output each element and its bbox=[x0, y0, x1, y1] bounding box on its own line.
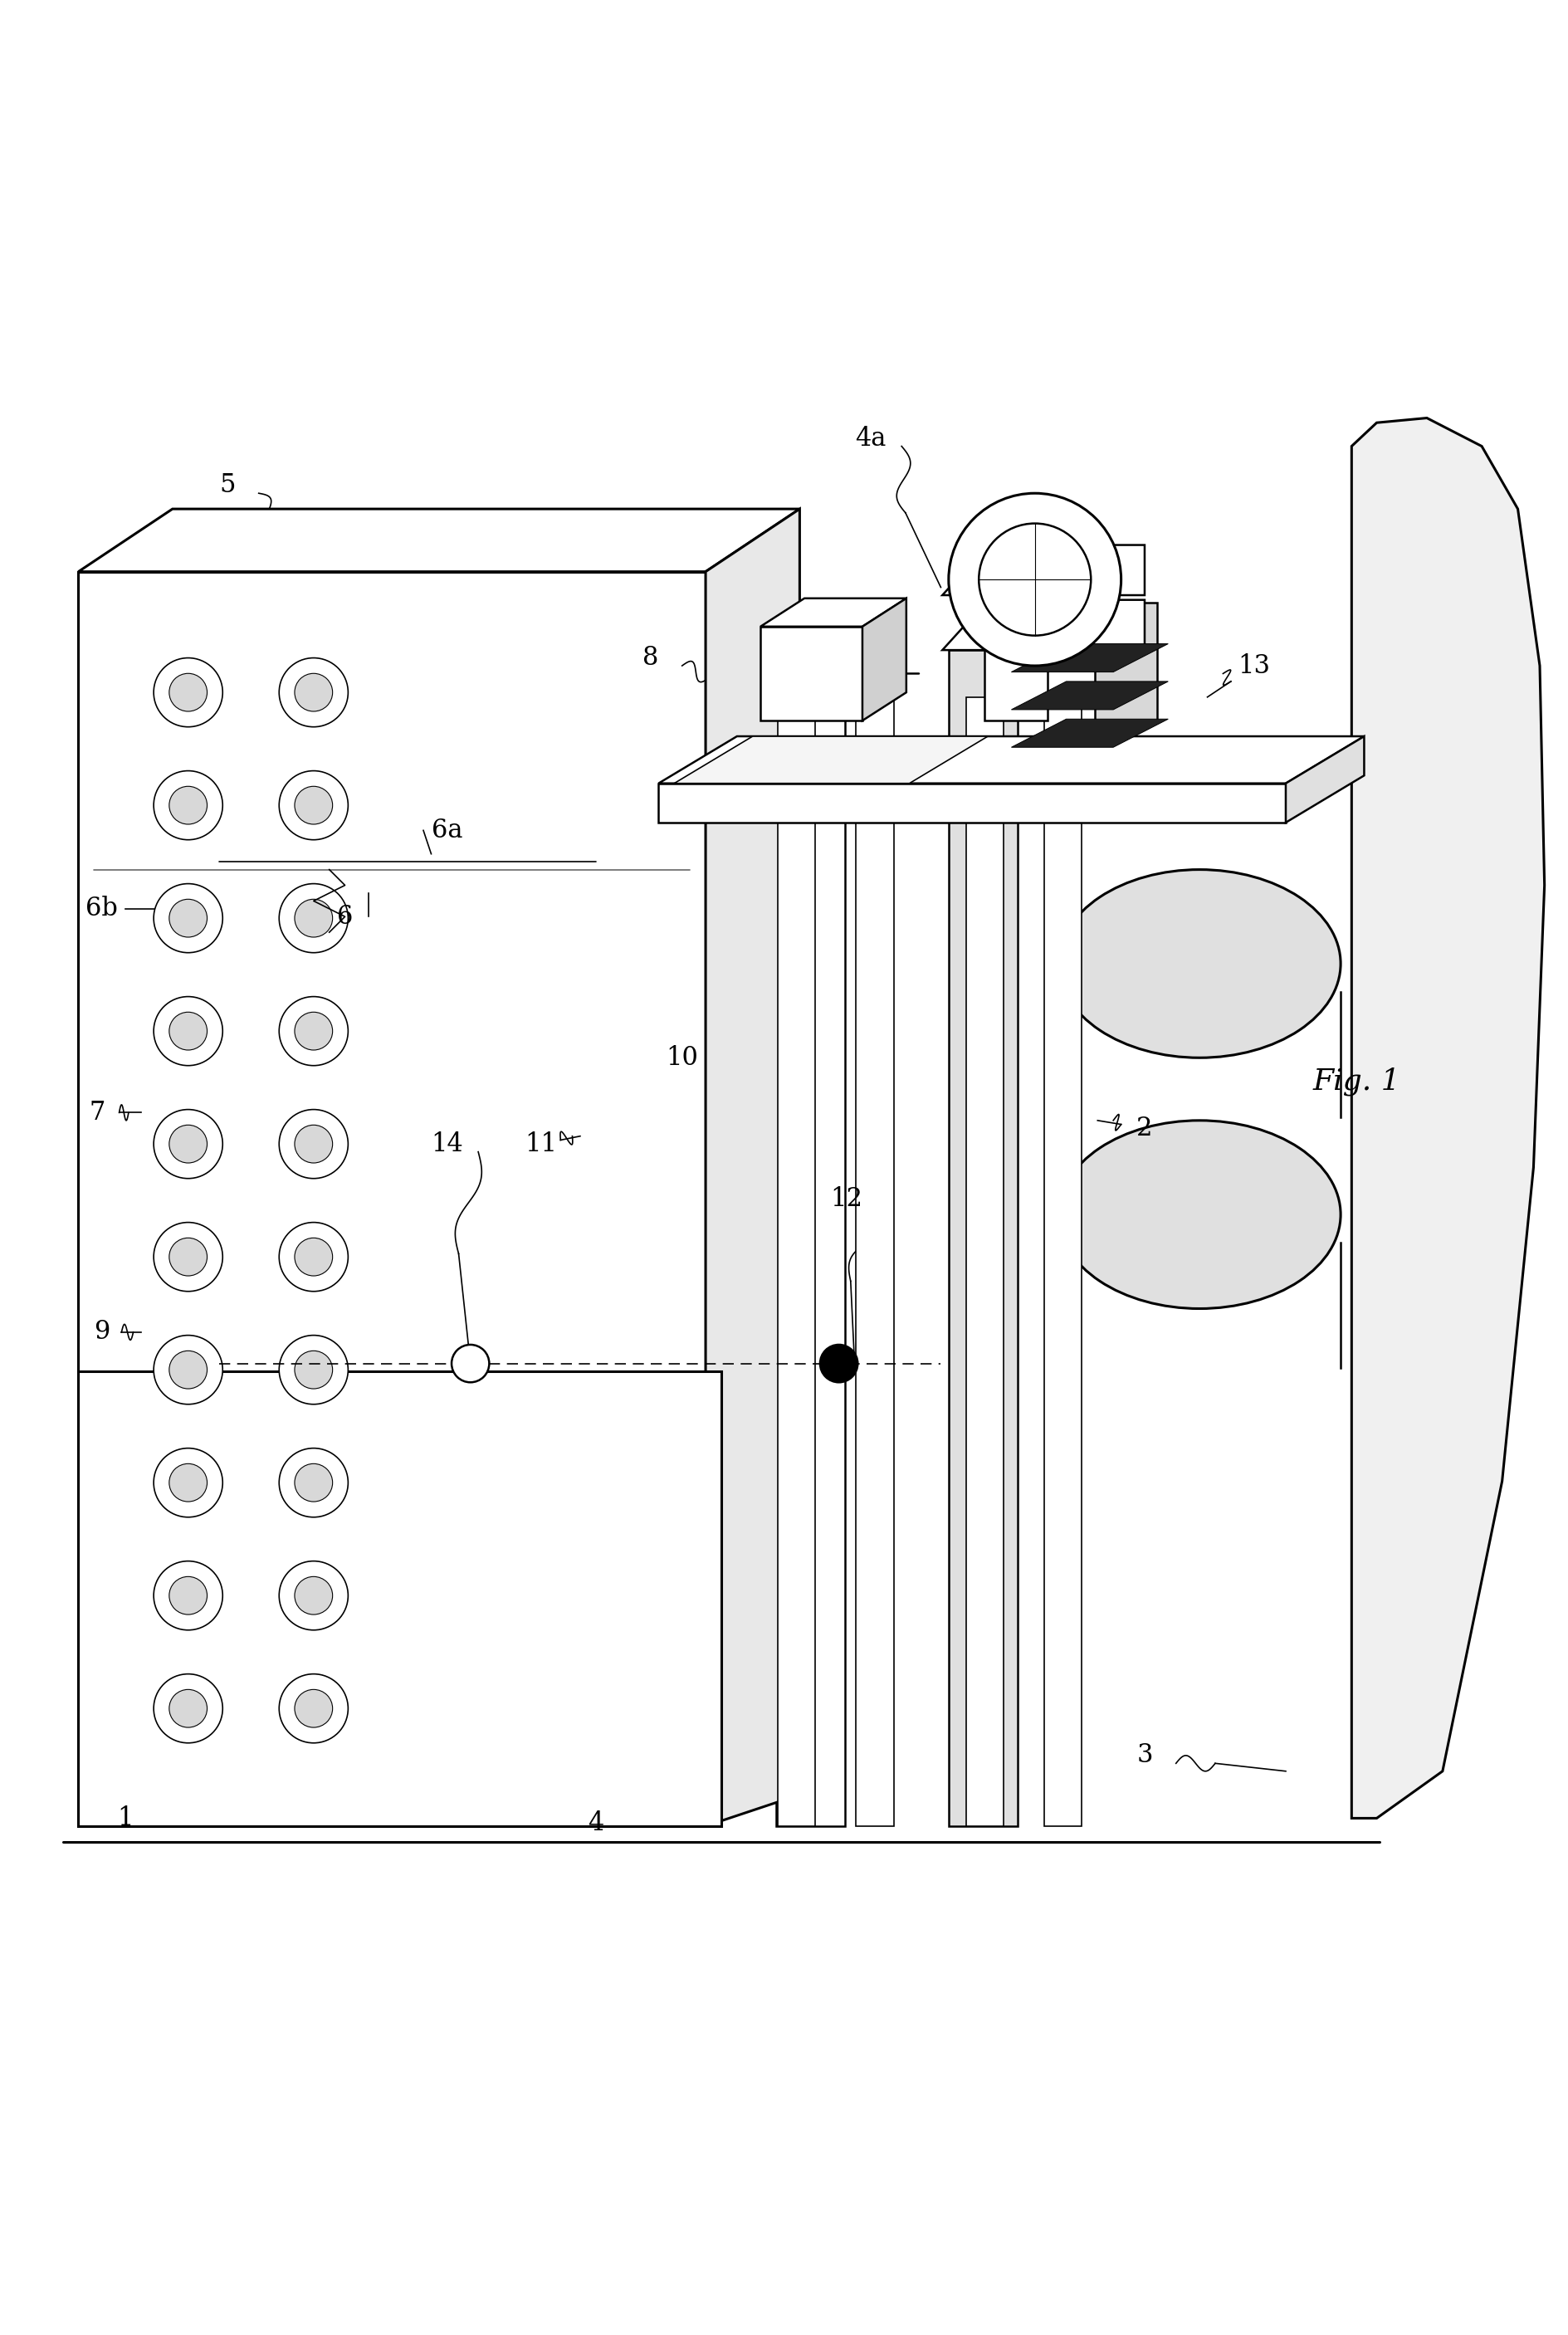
Circle shape bbox=[154, 1448, 223, 1518]
Bar bbox=[78, 572, 706, 1826]
Bar bbox=[760, 626, 862, 722]
Polygon shape bbox=[862, 598, 906, 722]
Circle shape bbox=[295, 1238, 332, 1275]
Text: Fig. 1: Fig. 1 bbox=[1312, 1067, 1400, 1095]
Text: 6b: 6b bbox=[86, 897, 118, 922]
Circle shape bbox=[154, 883, 223, 953]
Bar bbox=[778, 698, 815, 1826]
Text: 8: 8 bbox=[643, 644, 659, 670]
Text: 6: 6 bbox=[337, 904, 353, 929]
Bar bbox=[1044, 698, 1082, 1826]
Circle shape bbox=[154, 771, 223, 841]
Circle shape bbox=[169, 1125, 207, 1163]
Circle shape bbox=[279, 883, 348, 953]
Circle shape bbox=[949, 493, 1121, 665]
Circle shape bbox=[169, 787, 207, 824]
Text: 5: 5 bbox=[220, 472, 235, 497]
Text: 11: 11 bbox=[525, 1130, 557, 1156]
Bar bbox=[659, 782, 1286, 822]
Circle shape bbox=[279, 1109, 348, 1179]
Circle shape bbox=[169, 672, 207, 712]
Polygon shape bbox=[760, 598, 906, 626]
Text: 10: 10 bbox=[666, 1044, 698, 1072]
Circle shape bbox=[154, 658, 223, 726]
Polygon shape bbox=[1286, 736, 1364, 822]
Polygon shape bbox=[78, 509, 800, 572]
Circle shape bbox=[279, 1224, 348, 1291]
Circle shape bbox=[169, 899, 207, 936]
Ellipse shape bbox=[1058, 869, 1341, 1058]
Circle shape bbox=[154, 1336, 223, 1403]
Circle shape bbox=[295, 1352, 332, 1389]
Text: 4: 4 bbox=[588, 1810, 604, 1835]
Circle shape bbox=[279, 658, 348, 726]
Circle shape bbox=[279, 1562, 348, 1630]
Polygon shape bbox=[659, 736, 1364, 782]
Circle shape bbox=[169, 1238, 207, 1275]
Text: 14: 14 bbox=[431, 1130, 463, 1156]
Circle shape bbox=[820, 1345, 858, 1382]
Text: 4a: 4a bbox=[855, 425, 886, 451]
Bar bbox=[776, 649, 845, 1826]
Circle shape bbox=[295, 787, 332, 824]
Bar bbox=[985, 602, 1047, 722]
Circle shape bbox=[295, 1691, 332, 1728]
Circle shape bbox=[279, 771, 348, 841]
Polygon shape bbox=[706, 509, 800, 1826]
Ellipse shape bbox=[1058, 1121, 1341, 1308]
Circle shape bbox=[279, 997, 348, 1065]
Circle shape bbox=[295, 1464, 332, 1501]
Polygon shape bbox=[942, 544, 1145, 595]
Bar bbox=[949, 649, 1018, 1826]
Bar bbox=[78, 1371, 721, 1826]
Bar bbox=[856, 698, 894, 1826]
Circle shape bbox=[452, 1345, 489, 1382]
Text: 2: 2 bbox=[1137, 1116, 1152, 1142]
Circle shape bbox=[295, 1125, 332, 1163]
Circle shape bbox=[154, 1224, 223, 1291]
Circle shape bbox=[279, 1448, 348, 1518]
Text: 9: 9 bbox=[94, 1319, 110, 1345]
Circle shape bbox=[279, 1336, 348, 1403]
Circle shape bbox=[295, 1011, 332, 1051]
Circle shape bbox=[154, 1109, 223, 1179]
Circle shape bbox=[169, 1464, 207, 1501]
Bar bbox=[1094, 602, 1157, 722]
Text: 6a: 6a bbox=[431, 817, 463, 843]
Text: 13: 13 bbox=[1239, 654, 1270, 679]
Polygon shape bbox=[1011, 682, 1168, 710]
Circle shape bbox=[169, 1011, 207, 1051]
Text: 7: 7 bbox=[89, 1100, 105, 1125]
Circle shape bbox=[154, 1674, 223, 1742]
Circle shape bbox=[169, 1691, 207, 1728]
Polygon shape bbox=[1352, 418, 1544, 1819]
Text: 1: 1 bbox=[118, 1805, 133, 1831]
Circle shape bbox=[169, 1576, 207, 1613]
Circle shape bbox=[169, 1352, 207, 1389]
Circle shape bbox=[154, 1562, 223, 1630]
Circle shape bbox=[295, 1576, 332, 1613]
Circle shape bbox=[154, 997, 223, 1065]
Circle shape bbox=[279, 1674, 348, 1742]
Circle shape bbox=[295, 672, 332, 712]
Polygon shape bbox=[942, 600, 1145, 649]
Polygon shape bbox=[1011, 719, 1168, 747]
Text: 3: 3 bbox=[1137, 1742, 1152, 1768]
Circle shape bbox=[978, 523, 1091, 635]
Polygon shape bbox=[1011, 644, 1168, 672]
Bar bbox=[966, 698, 1004, 1826]
Polygon shape bbox=[674, 736, 988, 782]
Text: 12: 12 bbox=[831, 1186, 862, 1212]
Circle shape bbox=[295, 899, 332, 936]
